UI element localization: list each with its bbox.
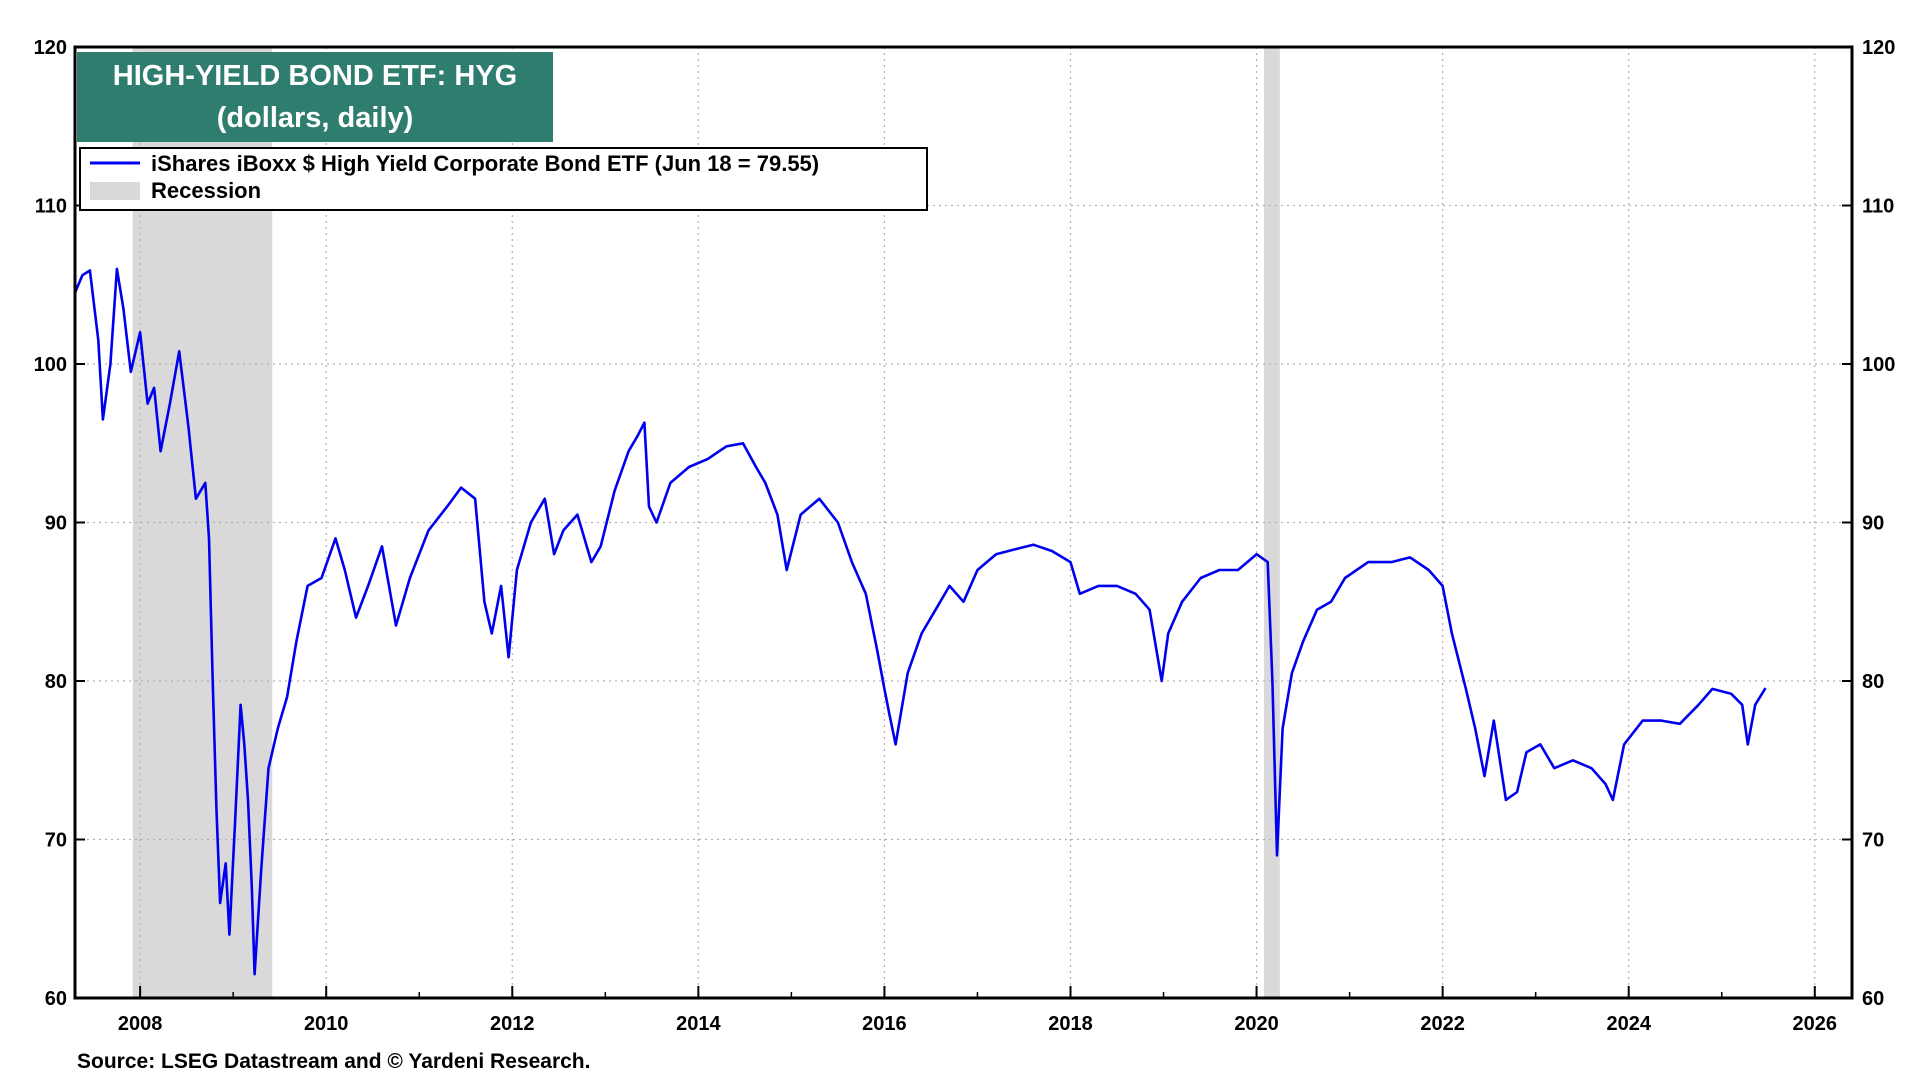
y-axis-left: 60 70 80 90 100 110 120 (34, 37, 85, 1010)
xtick-label-2018: 2018 (1048, 1013, 1093, 1035)
chart-title: HIGH-YIELD BOND ETF: HYG (113, 60, 517, 92)
ytick-right-label-110: 110 (1862, 196, 1894, 218)
ytick-left-label-110: 110 (35, 196, 67, 218)
xtick-label-2008: 2008 (118, 1013, 163, 1035)
xtick-label-2024: 2024 (1606, 1013, 1651, 1035)
y-axis-right: 60 70 80 90 100 110 120 (1842, 37, 1895, 1010)
x-axis: 2008 2010 2012 2014 2016 2018 2020 2022 2024 2026 (118, 986, 1837, 1035)
ytick-right-label-120: 120 (1862, 37, 1895, 59)
legend-recession-swatch (90, 182, 140, 200)
ytick-left-label-120: 120 (34, 37, 67, 59)
chart-subtitle: (dollars, daily) (217, 102, 414, 134)
ytick-left-label-70: 70 (45, 830, 67, 852)
xtick-label-2022: 2022 (1420, 1013, 1465, 1035)
legend-recession-label: Recession (151, 178, 261, 203)
xtick-label-2014: 2014 (676, 1013, 721, 1035)
series-line-0 (73, 267, 1767, 976)
ytick-left-label-100: 100 (34, 354, 67, 376)
ytick-right-label-100: 100 (1862, 354, 1895, 376)
ytick-right-label-70: 70 (1862, 830, 1884, 852)
xtick-label-2020: 2020 (1234, 1013, 1279, 1035)
recession-band-1 (1264, 47, 1280, 998)
legend-box (79, 147, 928, 211)
series-layer (73, 267, 1767, 976)
xtick-label-2016: 2016 (862, 1013, 907, 1035)
xtick-label-2026: 2026 (1793, 1013, 1838, 1035)
grid-lines (75, 47, 1852, 998)
ytick-right-label-80: 80 (1862, 671, 1884, 693)
legend-series-label: iShares iBoxx $ High Yield Corporate Bon… (151, 151, 819, 176)
ytick-left-label-60: 60 (45, 988, 67, 1010)
source-note: Source: LSEG Datastream and © Yardeni Re… (77, 1050, 590, 1073)
ytick-right-label-90: 90 (1862, 513, 1884, 535)
xtick-label-2010: 2010 (304, 1013, 349, 1035)
xtick-label-2012: 2012 (490, 1013, 535, 1035)
ytick-left-label-80: 80 (45, 671, 67, 693)
ytick-left-label-90: 90 (45, 513, 67, 535)
ytick-right-label-60: 60 (1862, 988, 1884, 1010)
title-box (77, 52, 553, 142)
